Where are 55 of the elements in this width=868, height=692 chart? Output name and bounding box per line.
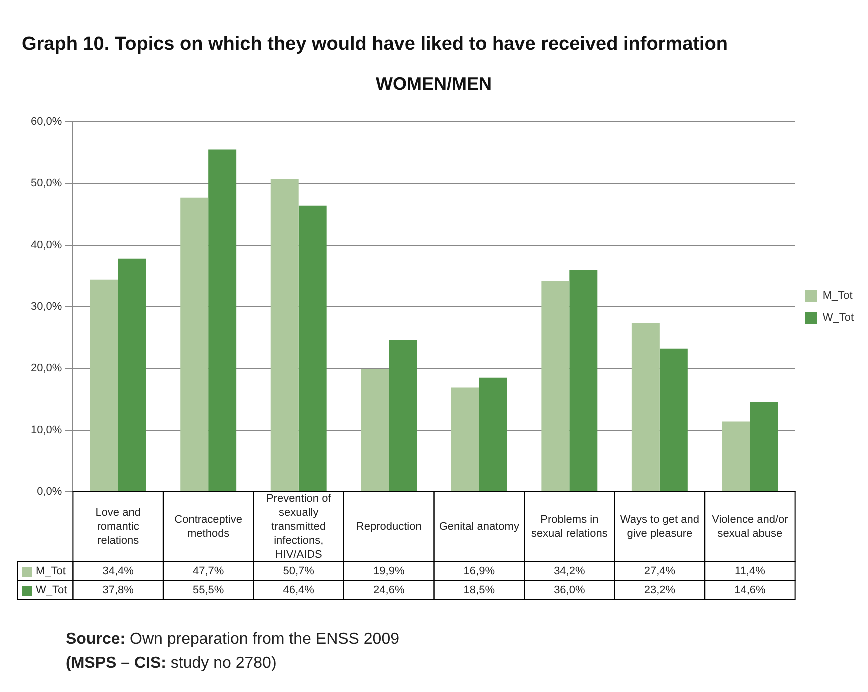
bar [750, 402, 778, 492]
bar [298, 206, 327, 492]
x-tick-label: Prevention of sexually transmitted infections, HIV/AIDS [266, 493, 332, 562]
x-tick-label: Violence and/or sexual abuse [712, 514, 789, 540]
legend-label: W_Tot [822, 312, 854, 324]
data-label: 47,7% [192, 566, 224, 578]
y-tick-label: 20,0% [30, 362, 62, 375]
x-tick-label: Reproduction [356, 521, 422, 534]
bar [180, 198, 209, 492]
data-label: 34,2% [554, 566, 586, 578]
bar [118, 258, 146, 492]
legend-label: M_Tot [822, 290, 853, 302]
data-label: 55,5% [192, 584, 224, 597]
y-tick-label: 60,0% [30, 116, 62, 128]
source-note: Source: Own preparation from the ENSS 2009 [66, 630, 400, 650]
bar [270, 179, 299, 492]
y-tick-label: 40,0% [30, 239, 62, 252]
x-tick-label: Problems in sexual relations [531, 514, 608, 540]
y-tick-label: 10,0% [30, 424, 62, 436]
data-label: 50,7% [283, 566, 315, 578]
y-tick-label: 30,0% [30, 301, 62, 314]
bar [660, 348, 688, 492]
bar [451, 388, 480, 492]
data-label: 11,4% [735, 566, 766, 578]
x-tick-label: Love and romantic relations [96, 507, 141, 548]
data-label: 14,6% [734, 584, 766, 597]
bar [90, 280, 118, 492]
text: (MSPS – CIS: study no 2780) [66, 654, 278, 674]
data-label: 23,2% [644, 584, 676, 597]
y-tick-label: 0,0% [37, 486, 62, 498]
data-label: 24,6% [374, 584, 405, 597]
data-label: 46,4% [283, 584, 315, 597]
bar [632, 323, 660, 492]
text: W_Tot [36, 584, 68, 597]
data-label: 27,4% [644, 566, 676, 578]
y-tick-label: 50,0% [30, 178, 62, 190]
data-label: 16,9% [464, 566, 496, 578]
chart-title: Graph 10. Topics on which they would have liked to have received information [22, 34, 728, 56]
bar [479, 378, 508, 492]
bar [722, 422, 750, 492]
text: M_Tot [36, 566, 66, 578]
x-tick-label: Contraceptive methods [174, 514, 243, 540]
bar [208, 150, 237, 492]
data-label: 19,9% [374, 566, 405, 578]
bar [389, 340, 418, 492]
data-label: 37,8% [102, 584, 134, 597]
x-tick-label: Genital anatomy [439, 521, 520, 534]
x-tick-label: Ways to get and give pleasure [620, 514, 700, 540]
data-label: 34,4% [102, 566, 134, 578]
data-label: 18,5% [464, 584, 496, 597]
data-label: 36,0% [554, 584, 586, 597]
bar [361, 369, 390, 492]
bar [570, 270, 598, 492]
bar [542, 281, 570, 492]
chart-subtitle: WOMEN/MEN [375, 74, 493, 95]
